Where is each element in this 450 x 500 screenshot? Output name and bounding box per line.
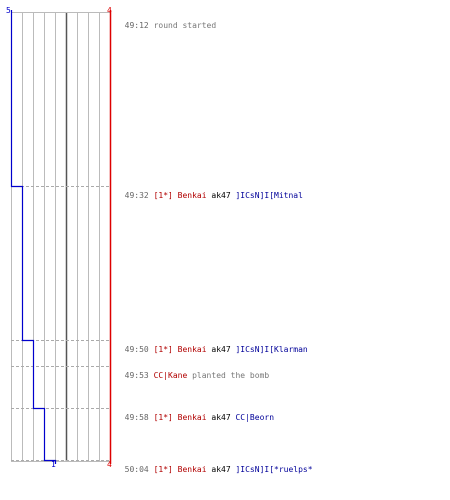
- right-end-value: 4: [107, 460, 112, 469]
- killer-name: Benkai: [177, 345, 207, 354]
- victim-name: ]ICsN]I[*ruelps*: [235, 465, 313, 474]
- event-kill: 49:58 [1*] Benkai ak47 CC|Beorn: [115, 403, 274, 423]
- killer-name: Benkai: [177, 465, 207, 474]
- event-kill: 50:04 [1*] Benkai ak47 ]ICsN]I[*ruelps*: [115, 455, 313, 475]
- left-team-end-count: 1: [51, 461, 56, 469]
- event-time: 49:12: [124, 21, 149, 30]
- killer-clan-tag: [1*]: [153, 465, 173, 474]
- victim-name: ]ICsN]I[Mitnal: [235, 191, 303, 200]
- event-time: 49:58: [124, 413, 149, 422]
- left-team-line: [10, 10, 57, 464]
- right-team-end-count: 4: [107, 461, 112, 469]
- right-start-value: 4: [107, 6, 112, 15]
- victim-name: CC|Beorn: [235, 413, 275, 422]
- event-time: 50:04: [124, 465, 149, 474]
- event-time: 49:53: [124, 371, 149, 380]
- victim-name: ]ICsN]I[Klarman: [235, 345, 308, 354]
- weapon-name: ak47: [211, 345, 231, 354]
- left-team-start-count: 5: [6, 7, 11, 15]
- right-team-start-count: 4: [107, 7, 112, 15]
- event-message: round started: [153, 21, 217, 30]
- weapon-name: ak47: [211, 191, 231, 200]
- event-message: planted the bomb: [192, 371, 270, 380]
- left-start-value: 5: [6, 6, 11, 15]
- left-end-value: 1: [51, 460, 56, 469]
- event-round-start: 49:12 round started: [115, 11, 217, 31]
- killer-clan-tag: [1*]: [153, 191, 173, 200]
- actor-name: CC|Kane: [153, 371, 188, 380]
- killer-name: Benkai: [177, 413, 207, 422]
- killer-name: Benkai: [177, 191, 207, 200]
- event-kill: 49:32 [1*] Benkai ak47 ]ICsN]I[Mitnal: [115, 181, 303, 201]
- event-time: 49:50: [124, 345, 149, 354]
- weapon-name: ak47: [211, 465, 231, 474]
- weapon-name: ak47: [211, 413, 231, 422]
- event-bomb-plant: 49:53 CC|Kane planted the bomb: [115, 361, 270, 381]
- killer-clan-tag: [1*]: [153, 345, 173, 354]
- event-time: 49:32: [124, 191, 149, 200]
- event-kill: 49:50 [1*] Benkai ak47 ]ICsN]I[Klarman: [115, 335, 308, 355]
- killer-clan-tag: [1*]: [153, 413, 173, 422]
